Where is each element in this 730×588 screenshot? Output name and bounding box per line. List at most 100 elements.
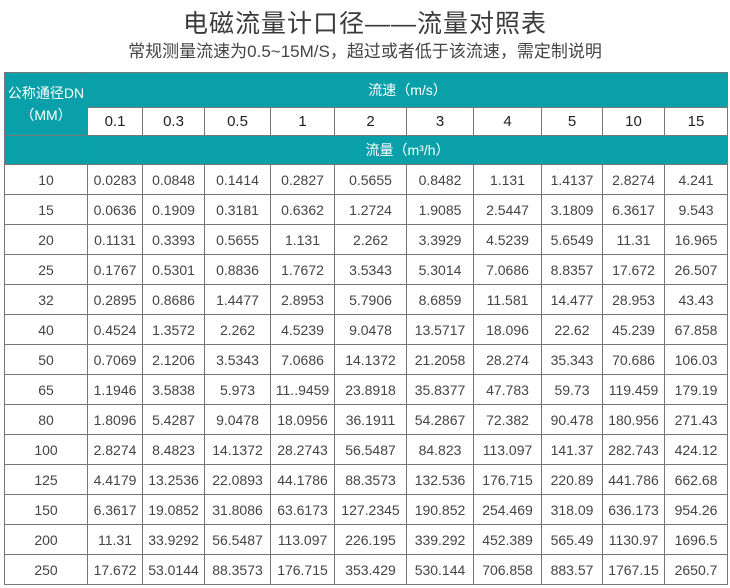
flow-cell: 127.2345 — [334, 494, 407, 525]
table-row: 50 0.7069 2.1206 3.5343 7.0686 14.1372 21.2058… — [4, 344, 729, 375]
flow-cell: 8.4823 — [142, 434, 205, 465]
flow-cell: 26.507 — [663, 254, 729, 285]
velocity-cell: 0.5 — [204, 107, 271, 136]
dn-cell: 125 — [4, 464, 88, 495]
flow-cell: 1.4477 — [204, 284, 271, 315]
flow-cell: 1.131 — [473, 164, 542, 195]
velocity-cell: 3 — [406, 107, 474, 136]
dn-cell: 250 — [4, 554, 88, 585]
flow-cell: 226.195 — [334, 524, 407, 555]
flow-cell: 9.0478 — [334, 314, 407, 345]
flow-cell: 2.262 — [204, 314, 271, 345]
flow-cell: 53.0144 — [142, 554, 205, 585]
flow-cell: 8.6859 — [406, 284, 474, 315]
flow-cell: 22.62 — [541, 314, 603, 345]
flow-cell: 0.1131 — [87, 224, 143, 255]
flow-cell: 0.5655 — [204, 224, 271, 255]
flow-cell: 5.6549 — [541, 224, 603, 255]
flow-cell: 4.241 — [663, 164, 729, 195]
dn-cell: 15 — [4, 194, 88, 225]
flow-cell: 3.5838 — [142, 374, 205, 405]
flow-cell: 1767.15 — [602, 554, 665, 585]
flow-cell: 636.173 — [602, 494, 665, 525]
flow-cell: 7.0686 — [270, 344, 335, 375]
flow-cell: 1.3572 — [142, 314, 205, 345]
velocity-cell: 1 — [270, 107, 335, 136]
flow-cell: 0.2895 — [87, 284, 143, 315]
flow-cell: 1.2724 — [334, 194, 407, 225]
flow-cell: 441.786 — [602, 464, 665, 495]
flow-cell: 88.3573 — [334, 464, 407, 495]
flow-cell: 1.9085 — [406, 194, 474, 225]
flow-cell: 0.3393 — [142, 224, 205, 255]
flow-cell: 56.5487 — [334, 434, 407, 465]
flow-cell: 0.3181 — [204, 194, 271, 225]
flow-cell: 13.5717 — [406, 314, 474, 345]
table-row: 80 1.8096 5.4287 9.0478 18.0956 36.1911 54.286… — [4, 404, 729, 435]
flow-cell: 0.5655 — [334, 164, 407, 195]
flow-cell: 0.8482 — [406, 164, 474, 195]
flow-cell: 35.343 — [541, 344, 603, 375]
flow-cell: 11..9459 — [270, 374, 335, 405]
flow-cell: 2.8953 — [270, 284, 335, 315]
flow-cell: 59.73 — [541, 374, 603, 405]
flow-cell: 0.1414 — [204, 164, 271, 195]
flow-cell: 706.858 — [473, 554, 542, 585]
flow-cell: 179.19 — [663, 374, 729, 405]
flow-cell: 4.5239 — [270, 314, 335, 345]
flow-cell: 23.8918 — [334, 374, 407, 405]
dn-cell: 10 — [4, 164, 88, 195]
flow-cell: 43.43 — [663, 284, 729, 315]
dn-cell: 150 — [4, 494, 88, 525]
flow-cell: 47.783 — [473, 374, 542, 405]
table-row: 150 6.3617 19.0852 31.8086 63.6173 127.2345 19… — [4, 494, 729, 525]
flow-cell: 28.2743 — [270, 434, 335, 465]
flow-cell: 883.57 — [541, 554, 603, 585]
dn-cell: 80 — [4, 404, 88, 435]
flow-cell: 67.858 — [663, 314, 729, 345]
flow-cell: 3.1809 — [541, 194, 603, 225]
flow-cell: 35.8377 — [406, 374, 474, 405]
flow-cell: 5.973 — [204, 374, 271, 405]
flow-cell: 8.8357 — [541, 254, 603, 285]
flow-cell: 5.4287 — [142, 404, 205, 435]
flow-cell: 3.5343 — [204, 344, 271, 375]
flow-cell: 11.31 — [602, 224, 665, 255]
flow-cell: 132.536 — [406, 464, 474, 495]
flow-cell: 0.0636 — [87, 194, 143, 225]
flow-cell: 530.144 — [406, 554, 474, 585]
flow-cell: 19.0852 — [142, 494, 205, 525]
flow-cell: 14.1372 — [204, 434, 271, 465]
flow-cell: 2.1206 — [142, 344, 205, 375]
flow-cell: 6.3617 — [87, 494, 143, 525]
velocity-cell: 2 — [334, 107, 407, 136]
flow-cell: 113.097 — [473, 434, 542, 465]
flow-cell: 190.852 — [406, 494, 474, 525]
flow-cell: 954.26 — [663, 494, 729, 525]
dn-cell: 40 — [4, 314, 88, 345]
flow-cell: 16.965 — [663, 224, 729, 255]
flow-cell: 22.0893 — [204, 464, 271, 495]
page-subtitle: 常规测量流速为0.5~15M/S，超过或者低于该流速，需定制说明 — [128, 42, 602, 61]
flow-table: 公称通径DN （MM） 流速（m/s） 0.1 0.3 0.5 1 2 3 4 5 10 15 流… — [4, 72, 729, 585]
dn-cell: 50 — [4, 344, 88, 375]
flow-cell: 565.49 — [541, 524, 603, 555]
flow-cell: 3.3929 — [406, 224, 474, 255]
flow-cell: 1.4137 — [541, 164, 603, 195]
flow-cell: 33.9292 — [142, 524, 205, 555]
flow-cell: 11.31 — [87, 524, 143, 555]
flow-cell: 17.672 — [87, 554, 143, 585]
velocity-cell: 15 — [663, 107, 729, 136]
flow-cell: 14.1372 — [334, 344, 407, 375]
flow-cell: 13.2536 — [142, 464, 205, 495]
table-row: 25 0.1767 0.5301 0.8836 1.7672 3.5343 5.3014 7.… — [4, 254, 729, 285]
flow-cell: 88.3573 — [204, 554, 271, 585]
flow-cell: 5.3014 — [406, 254, 474, 285]
flow-cell: 45.239 — [602, 314, 665, 345]
flow-cell: 17.672 — [602, 254, 665, 285]
flow-cell: 0.2827 — [270, 164, 335, 195]
flow-cell: 6.3617 — [602, 194, 665, 225]
flow-cell: 36.1911 — [334, 404, 407, 435]
dn-cell: 20 — [4, 224, 88, 255]
flow-header: 流量（m³/h） — [86, 135, 729, 165]
